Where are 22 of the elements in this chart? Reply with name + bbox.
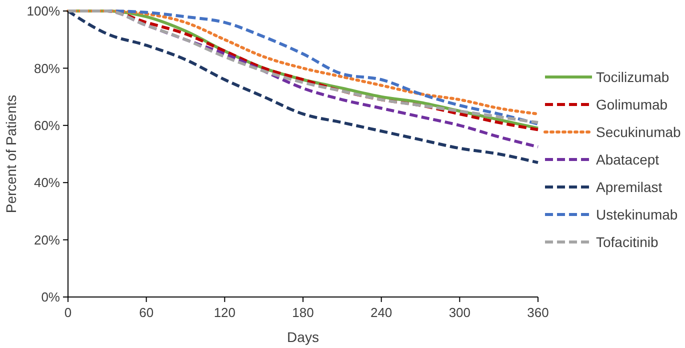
y-tick-label: 0% (41, 290, 60, 305)
x-tick-label: 60 (139, 305, 154, 320)
x-tick-label: 120 (214, 305, 236, 320)
legend-label: Tofacitinib (596, 234, 658, 250)
y-axis-title: Percent of Patients (3, 94, 19, 214)
legend-label: Golimumab (596, 96, 668, 112)
y-tick-label: 60% (34, 118, 60, 133)
legend-label: Ustekinumab (596, 206, 678, 222)
y-tick-label: 100% (26, 4, 60, 19)
y-tick-label: 80% (34, 60, 60, 76)
x-tick-label: 180 (292, 305, 314, 320)
legend-label: Apremilast (596, 178, 662, 195)
legend-label: Abatacept (596, 151, 660, 168)
x-tick-label: 240 (370, 305, 392, 320)
legend-label: Secukinumab (596, 124, 682, 140)
x-tick-label: 300 (448, 305, 471, 320)
legend-label: Tocilizumab (596, 68, 670, 85)
x-axis-title: Days (287, 329, 319, 345)
x-tick-label: 360 (527, 305, 549, 320)
y-tick-label: 20% (34, 232, 60, 248)
x-tick-label: 0 (64, 305, 72, 320)
y-tick-label: 40% (34, 175, 60, 190)
